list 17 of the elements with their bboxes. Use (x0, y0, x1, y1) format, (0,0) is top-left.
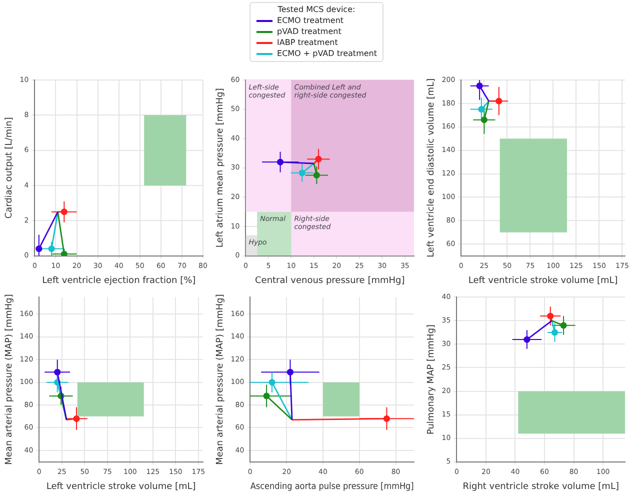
legend-label: IABP treatment (277, 37, 338, 48)
legend-label: pVAD treatment (277, 26, 342, 37)
x-axis-title: Left ventricle stroke volume [mL] (46, 482, 196, 492)
legend-label: ECMO treatment (277, 15, 344, 26)
x-axis-title: Left ventricle stroke volume [mL] (468, 276, 618, 286)
y-axis-title: Pulmonary MAP [mmHg] (426, 324, 437, 435)
legend-label: ECMO + pVAD treatment (277, 48, 377, 59)
x-axis-title: Right ventricle stroke volume [mL] (462, 482, 619, 492)
y-axis-title: Mean arterial pressure (MAP) [mmHg] (4, 294, 15, 465)
x-axis-title: Left ventricle ejection fraction [%] (42, 276, 196, 286)
y-axis-title: Cardiac output [L/min] (4, 117, 15, 219)
y-axis-title: Left atrium mean pressure [mmHg] (216, 88, 226, 248)
y-axis-title: Left ventricle end diastolic volume [mL] (426, 78, 437, 258)
legend-title: Tested MCS device: (276, 5, 356, 14)
y-axis-title: Mean arterial pressure (MAP) [mmHg] (216, 294, 226, 465)
x-axis-title: Central venous pressure [mmHg] (254, 276, 405, 286)
x-axis-title: Ascending aorta pulse pressure [mmHg] (250, 482, 414, 492)
